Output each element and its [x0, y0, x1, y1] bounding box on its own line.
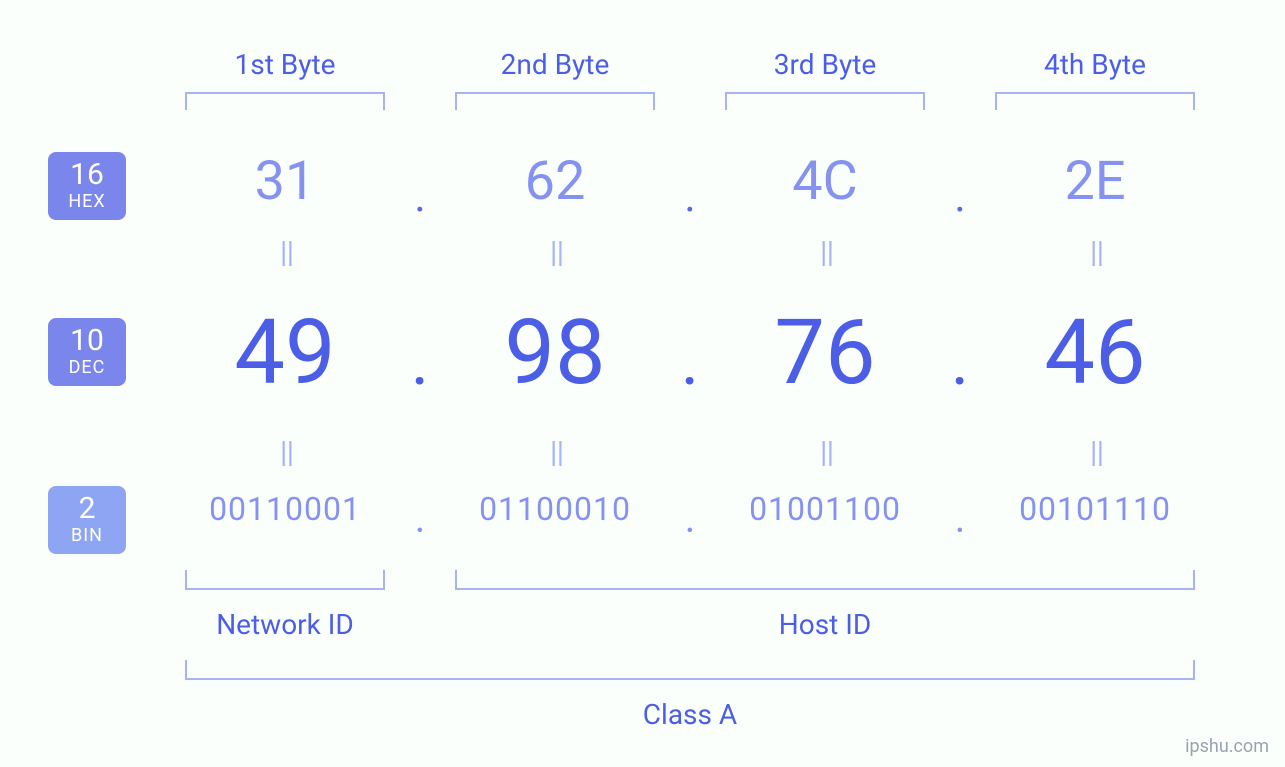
bin-value-3: 01001100 [720, 490, 930, 528]
dot-icon: . [660, 320, 720, 402]
dot-icon: . [930, 170, 990, 222]
bin-value-4: 00101110 [990, 490, 1200, 528]
bin-value-2: 01100010 [450, 490, 660, 528]
badge-bin-label: BIN [48, 525, 126, 546]
equals-icon: | | [720, 435, 930, 470]
dot-icon: . [930, 320, 990, 402]
hex-value-3: 4C [720, 150, 930, 213]
dot-icon: . [390, 170, 450, 222]
dot-icon: . [660, 170, 720, 222]
dec-value-1: 49 [180, 300, 390, 405]
badge-dec-num: 10 [48, 324, 126, 357]
host-id-label: Host ID [455, 608, 1195, 641]
bin-value-1: 00110001 [180, 490, 390, 528]
dec-value-2: 98 [450, 300, 660, 405]
dot-icon: . [660, 495, 720, 542]
equals-icon: | | [450, 235, 660, 270]
byte-header-2: 2nd Byte [450, 48, 660, 81]
badge-hex: 16 HEX [48, 152, 126, 220]
network-id-label: Network ID [180, 608, 390, 641]
badge-dec: 10 DEC [48, 318, 126, 386]
hex-value-2: 62 [450, 150, 660, 213]
equals-icon: | | [720, 235, 930, 270]
watermark: ipshu.com [1185, 736, 1269, 757]
host-id-bracket [455, 570, 1195, 590]
dot-icon: . [390, 320, 450, 402]
badge-dec-label: DEC [48, 357, 126, 378]
badge-hex-label: HEX [48, 191, 126, 212]
byte-columns: 1st Byte 31 | | 49 | | 00110001 . . . 2n… [180, 0, 1240, 767]
top-bracket-2 [455, 92, 655, 110]
dot-icon: . [930, 495, 990, 542]
byte-col-1: 1st Byte 31 | | 49 | | 00110001 [180, 0, 390, 767]
top-bracket-3 [725, 92, 925, 110]
top-bracket-4 [995, 92, 1195, 110]
byte-col-3: 3rd Byte 4C | | 76 | | 01001100 [720, 0, 930, 767]
dec-value-4: 46 [990, 300, 1200, 405]
badge-hex-num: 16 [48, 158, 126, 191]
class-label: Class A [185, 698, 1195, 731]
dot-icon: . [390, 495, 450, 542]
byte-col-4: 4th Byte 2E | | 46 | | 00101110 [990, 0, 1200, 767]
hex-value-4: 2E [990, 150, 1200, 213]
equals-icon: | | [180, 435, 390, 470]
equals-icon: | | [990, 435, 1200, 470]
equals-icon: | | [180, 235, 390, 270]
byte-header-3: 3rd Byte [720, 48, 930, 81]
byte-header-1: 1st Byte [180, 48, 390, 81]
equals-icon: | | [450, 435, 660, 470]
badge-bin: 2 BIN [48, 486, 126, 554]
hex-value-1: 31 [180, 150, 390, 213]
top-bracket-1 [185, 92, 385, 110]
badge-bin-num: 2 [48, 492, 126, 525]
byte-col-2: 2nd Byte 62 | | 98 | | 01100010 [450, 0, 660, 767]
equals-icon: | | [990, 235, 1200, 270]
dec-value-3: 76 [720, 300, 930, 405]
network-id-bracket [185, 570, 385, 590]
byte-header-4: 4th Byte [990, 48, 1200, 81]
class-bracket [185, 660, 1195, 680]
